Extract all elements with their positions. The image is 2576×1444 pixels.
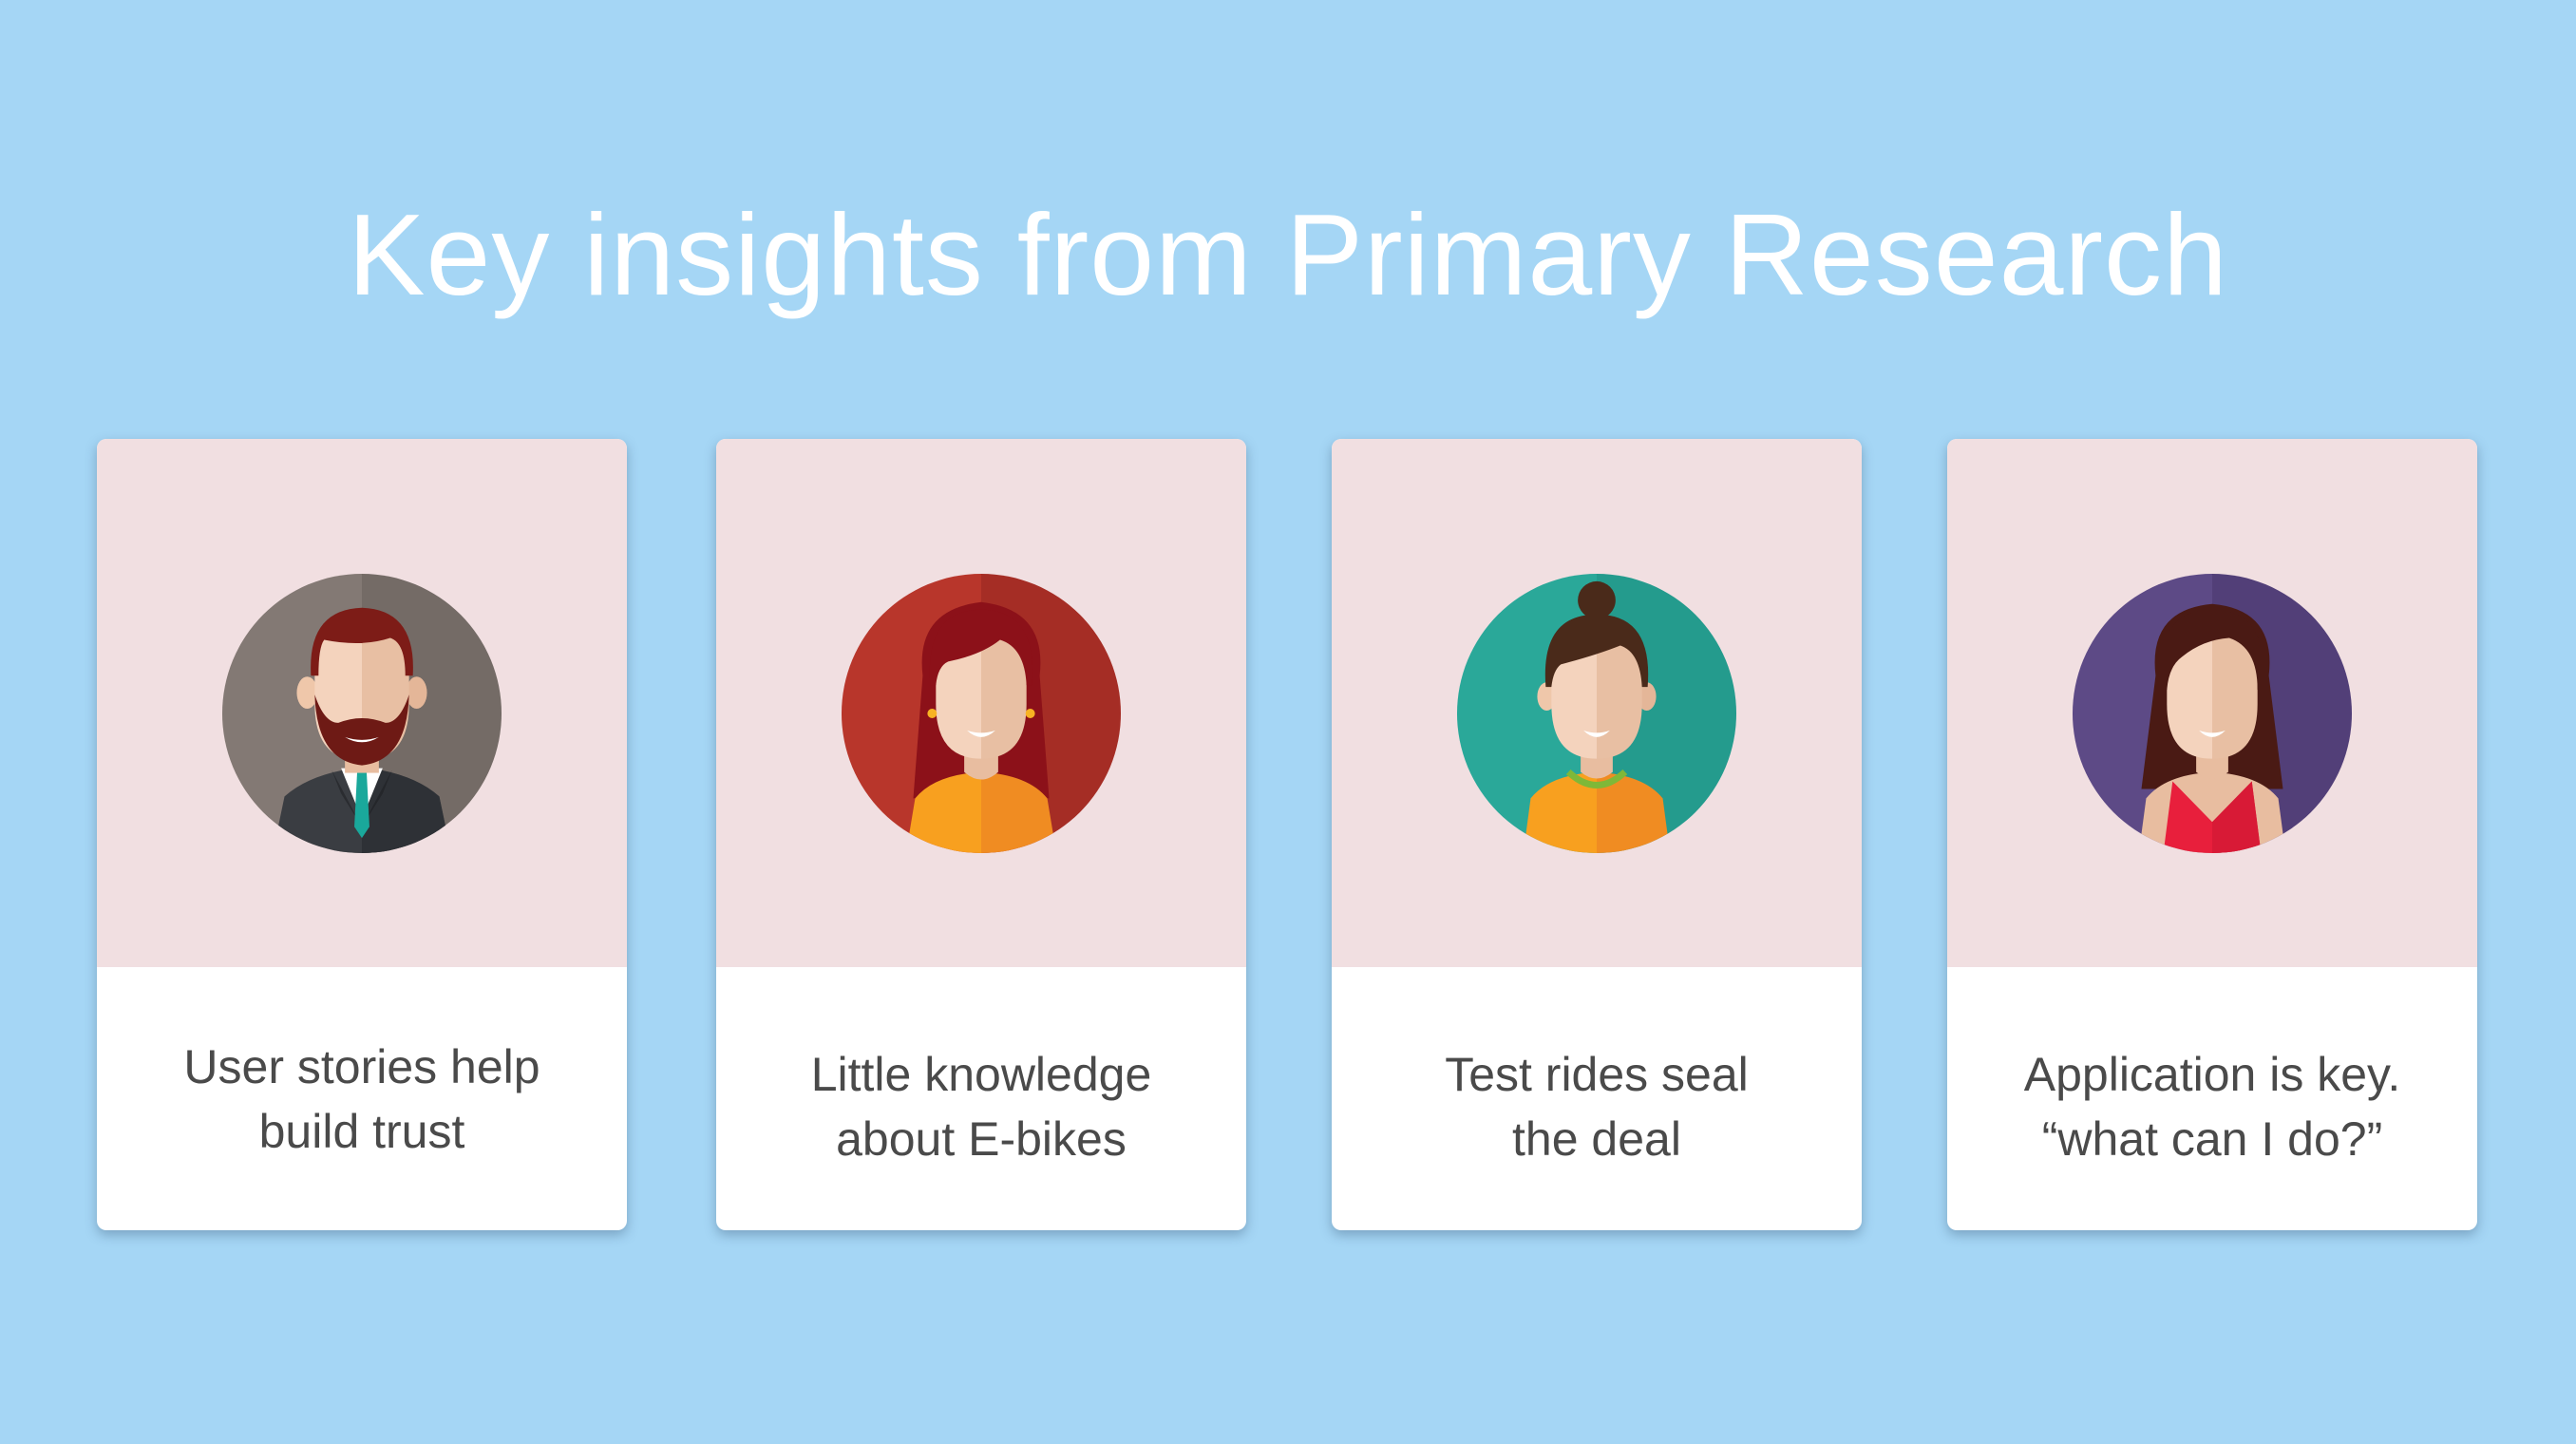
businessman-avatar-icon: [220, 572, 503, 855]
caption-line-1: Test rides seal: [1445, 1047, 1749, 1101]
card-image-area: [97, 439, 627, 967]
insight-caption: Test rides seal the deal: [1351, 967, 1843, 1230]
caption-line-2: the deal: [1512, 1112, 1681, 1166]
woman-red-hair-avatar-icon: [840, 572, 1123, 855]
woman-bun-avatar-icon: [1455, 572, 1738, 855]
caption-line-2: about E-bikes: [836, 1112, 1127, 1166]
caption-line-2: “what can I do?”: [2041, 1112, 2383, 1166]
caption-line-1: Little knowledge: [810, 1047, 1152, 1101]
slide-title: Key insights from Primary Research: [348, 190, 2228, 319]
caption-line-2: build trust: [258, 1104, 465, 1158]
insight-caption: User stories help build trust: [116, 967, 608, 1230]
woman-red-dress-avatar-icon: [2071, 572, 2354, 855]
caption-line-1: Application is key.: [2023, 1047, 2401, 1101]
insight-card-3: Test rides seal the deal: [1332, 439, 1862, 1230]
insight-card-4: Application is key. “what can I do?”: [1947, 439, 2477, 1230]
caption-line-1: User stories help: [183, 1039, 540, 1093]
card-image-area: [1332, 439, 1862, 967]
card-image-area: [1947, 439, 2477, 967]
insight-caption: Little knowledge about E-bikes: [735, 967, 1227, 1230]
insight-card-1: User stories help build trust: [97, 439, 627, 1230]
insight-caption: Application is key. “what can I do?”: [1966, 967, 2458, 1230]
insight-card-2: Little knowledge about E-bikes: [716, 439, 1246, 1230]
card-image-area: [716, 439, 1246, 967]
